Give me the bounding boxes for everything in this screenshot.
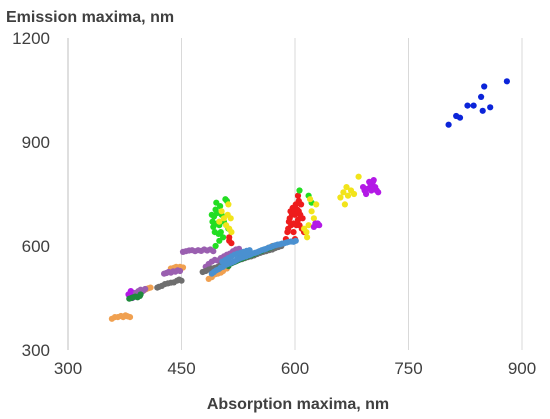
data-point: [147, 284, 154, 291]
data-point: [375, 189, 382, 196]
data-point: [294, 192, 302, 199]
y-tick-label: 300: [22, 341, 50, 360]
data-point: [343, 184, 350, 191]
data-point: [310, 215, 317, 222]
data-point: [216, 218, 223, 225]
point-series: [226, 192, 308, 247]
x-tick-label: 750: [394, 359, 422, 378]
data-point: [126, 314, 134, 321]
data-point: [216, 237, 223, 244]
data-point: [178, 277, 185, 284]
data-point: [305, 222, 312, 229]
data-point: [228, 229, 235, 236]
data-point: [304, 234, 311, 241]
data-point: [340, 189, 347, 196]
data-point: [292, 237, 299, 244]
data-point: [225, 201, 232, 208]
point-series: [208, 237, 299, 277]
data-point: [176, 267, 184, 275]
data-point: [478, 93, 485, 100]
data-point: [246, 247, 253, 254]
data-point: [217, 203, 224, 210]
x-tick-label: 450: [167, 359, 195, 378]
data-point: [369, 185, 376, 192]
data-point: [295, 197, 302, 204]
data-point: [210, 248, 217, 255]
data-point: [344, 192, 352, 199]
y-tick-label: 900: [22, 133, 50, 152]
data-point: [299, 215, 306, 222]
x-tick-label: 600: [281, 359, 309, 378]
data-point: [226, 234, 233, 241]
data-point: [470, 102, 477, 109]
data-point: [350, 190, 358, 198]
data-point: [464, 102, 471, 109]
data-point: [217, 229, 224, 236]
data-point: [481, 83, 488, 90]
data-point: [212, 242, 219, 250]
data-point: [218, 208, 225, 215]
data-point: [363, 190, 370, 198]
data-point: [487, 104, 494, 111]
data-point: [341, 201, 348, 208]
data-point: [290, 229, 297, 236]
data-point: [313, 201, 320, 208]
data-point: [456, 114, 464, 121]
data-point: [296, 187, 303, 194]
data-point: [445, 121, 452, 128]
x-axis-title: Absorption maxima, nm: [207, 396, 389, 413]
point-series: [216, 173, 362, 241]
data-point: [366, 178, 373, 185]
point-series: [445, 78, 510, 128]
y-tick-label: 1200: [12, 29, 50, 48]
y-axis-title: Emission maxima, nm: [6, 9, 174, 26]
data-point: [307, 196, 314, 203]
x-tick-label: 900: [508, 359, 536, 378]
data-point: [227, 215, 234, 222]
data-point: [308, 208, 315, 215]
axes: 300 450 600 750 900 300 600 900 1200: [12, 29, 536, 378]
data-point: [301, 225, 308, 232]
data-point: [142, 285, 149, 293]
grid: [181, 38, 523, 350]
data-point: [314, 220, 321, 227]
data-point: [355, 173, 362, 180]
y-tick-label: 600: [22, 237, 50, 256]
data-point: [503, 78, 510, 85]
data-point: [337, 194, 344, 201]
data-points: [108, 78, 510, 322]
data-point: [137, 291, 144, 298]
data-point: [479, 107, 486, 114]
data-point: [228, 240, 235, 247]
x-tick-label: 300: [54, 359, 82, 378]
